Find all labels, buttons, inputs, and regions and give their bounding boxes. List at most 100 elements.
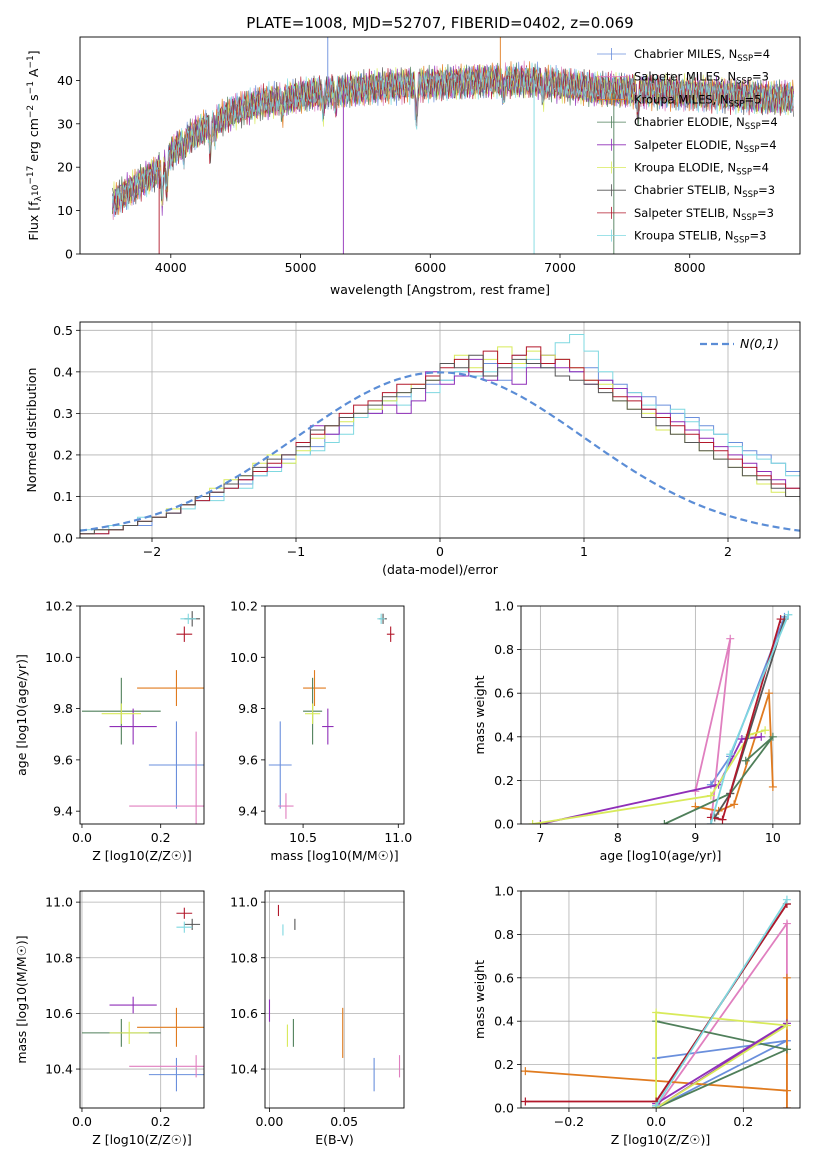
y-axis-label-part: λ xyxy=(34,195,44,201)
x-tick-label: 8 xyxy=(614,830,622,845)
weight-marker xyxy=(706,780,715,789)
x-tick-label: 9 xyxy=(691,830,699,845)
weight-marker xyxy=(782,1086,791,1095)
y-tick-label: 9.6 xyxy=(53,752,73,767)
histogram-series xyxy=(80,346,800,535)
y-tick-label: 0.5 xyxy=(53,323,73,338)
y-axis-label-part: erg cm xyxy=(26,118,41,166)
weight-marker xyxy=(741,756,750,765)
x-tick-label: 5000 xyxy=(285,260,317,275)
legend-value: =4 xyxy=(752,161,769,175)
weight-marker xyxy=(782,1021,791,1030)
y-tick-label: 20 xyxy=(57,160,73,175)
legend-subscript: SSP xyxy=(741,213,757,223)
y-axis-label: mass weight xyxy=(472,960,487,1039)
y-axis-label-part: 10 xyxy=(31,184,41,196)
x-tick-label: 10.5 xyxy=(289,830,317,845)
panel-ebv-mass: 0.00 0.05 10.4 10.6 10.8 11.0 E(B-V) xyxy=(230,890,405,1147)
weight-marker xyxy=(521,1097,530,1106)
legend-label: Salpeter MILES, NSSP=3 xyxy=(634,70,769,87)
legend-label: Chabrier MILES, NSSP=4 xyxy=(634,47,770,64)
y-tick-label: 1.0 xyxy=(494,599,514,614)
y-tick-label: 10.4 xyxy=(230,1062,258,1077)
legend-value: =3 xyxy=(752,70,769,84)
legend-label: Chabrier ELODIE, NSSP=4 xyxy=(634,115,778,132)
legend-value: =4 xyxy=(761,115,778,129)
weight-marker xyxy=(706,820,715,824)
x-tick-label: 6000 xyxy=(414,260,446,275)
weight-line xyxy=(540,735,762,824)
x-tick-label: 0.00 xyxy=(256,1114,284,1129)
x-axis-label: E(B-V) xyxy=(315,1132,354,1147)
figure-title: PLATE=1008, MJD=52707, FIBERID=0402, z=0… xyxy=(246,14,633,32)
panel-z-weight: −0.2 0.0 0.2 0.0 0.2 0.4 0.6 0.8 1.0 Z [log10(Z/Z… xyxy=(472,884,801,1147)
x-tick-label: −1 xyxy=(287,544,305,559)
weight-marker xyxy=(768,782,777,791)
y-tick-label: 0.2 xyxy=(494,773,514,788)
x-tick-label: 0.2 xyxy=(151,830,171,845)
y-axis-label: Flux [fλ10−17 erg cm−2 s−1 A−1] xyxy=(26,50,44,240)
plot-area xyxy=(112,37,794,254)
plot-area xyxy=(265,891,404,1108)
histogram-series xyxy=(80,346,800,535)
weight-marker xyxy=(782,973,791,982)
y-tick-label: 9.8 xyxy=(238,701,258,716)
weight-marker xyxy=(706,791,715,800)
legend-value: =4 xyxy=(760,138,777,152)
weight-marker xyxy=(528,820,537,824)
y-tick-label: 10.0 xyxy=(45,650,73,665)
legend-value: =3 xyxy=(758,183,775,197)
legend-subscript: SSP xyxy=(729,99,745,109)
y-tick-label: 1.0 xyxy=(494,884,514,899)
legend-subscript: SSP xyxy=(734,236,750,246)
y-axis-label: mass weight xyxy=(472,675,487,754)
y-axis-label-part: s xyxy=(26,94,41,105)
weight-line xyxy=(532,729,766,824)
y-tick-label: 0.3 xyxy=(53,406,73,421)
y-tick-label: 9.4 xyxy=(238,804,258,819)
weight-marker xyxy=(782,919,791,928)
y-tick-label: 0.4 xyxy=(494,729,514,744)
panel-z-mass: 0.0 0.2 10.4 10.6 10.8 11.0 Z [log10(Z/Z☉)] mas… xyxy=(14,890,205,1147)
y-tick-label: 0.2 xyxy=(53,447,73,462)
weight-marker xyxy=(768,732,777,741)
x-axis-label: wavelength [Angstrom, rest frame] xyxy=(330,282,550,297)
x-tick-label: 7000 xyxy=(544,260,576,275)
y-tick-label: 0.8 xyxy=(494,642,514,657)
panel-residuals: −2 −1 0 1 2 0.0 0.1 0.2 0.3 0.4 0.5 N(0,1) (data-mod… xyxy=(24,321,801,577)
axes-frame xyxy=(79,605,205,825)
y-tick-label: 0.2 xyxy=(494,1057,514,1072)
weight-line xyxy=(655,899,788,1107)
y-tick-label: 0.0 xyxy=(494,1101,514,1116)
y-axis-label-part: −1 xyxy=(26,81,36,94)
legend-value: =3 xyxy=(757,206,774,220)
x-axis-label: Z [log10(Z/Z☉)] xyxy=(611,1132,711,1147)
y-tick-label: 9.8 xyxy=(53,701,73,716)
weight-marker xyxy=(782,1045,791,1054)
x-tick-label: −0.2 xyxy=(554,1114,584,1129)
y-tick-label: 10 xyxy=(57,203,73,218)
x-tick-label: 0 xyxy=(436,544,444,559)
legend-value: =4 xyxy=(753,47,770,61)
axes-frame xyxy=(264,605,405,825)
x-tick-label: 8000 xyxy=(674,260,706,275)
y-axis-label-part: −2 xyxy=(26,105,36,118)
y-tick-label: 10.8 xyxy=(230,950,258,965)
axes-frame xyxy=(79,321,801,539)
panel-spectrum: 4000 5000 6000 7000 8000 0 10 20 30 40 Chabrier MI… xyxy=(26,36,801,297)
x-axis-label: age [log10(age/yr)] xyxy=(600,848,722,863)
legend-label: N(0,1) xyxy=(740,336,779,351)
plot-area xyxy=(80,891,204,1108)
weight-line xyxy=(664,736,774,824)
x-tick-label: 0.0 xyxy=(72,1114,92,1129)
weight-marker xyxy=(761,726,770,735)
legend-subscript: SSP xyxy=(745,122,761,132)
y-axis-label: Normed distribution xyxy=(24,368,39,493)
y-axis-label: age [log10(age/yr)] xyxy=(14,654,29,776)
y-tick-label: 0.0 xyxy=(494,817,514,832)
y-tick-label: 0.0 xyxy=(53,531,73,546)
y-tick-label: 0.1 xyxy=(53,489,73,504)
weight-marker xyxy=(652,1101,661,1108)
y-tick-label: 11.0 xyxy=(45,895,73,910)
legend-value: =5 xyxy=(744,92,761,106)
